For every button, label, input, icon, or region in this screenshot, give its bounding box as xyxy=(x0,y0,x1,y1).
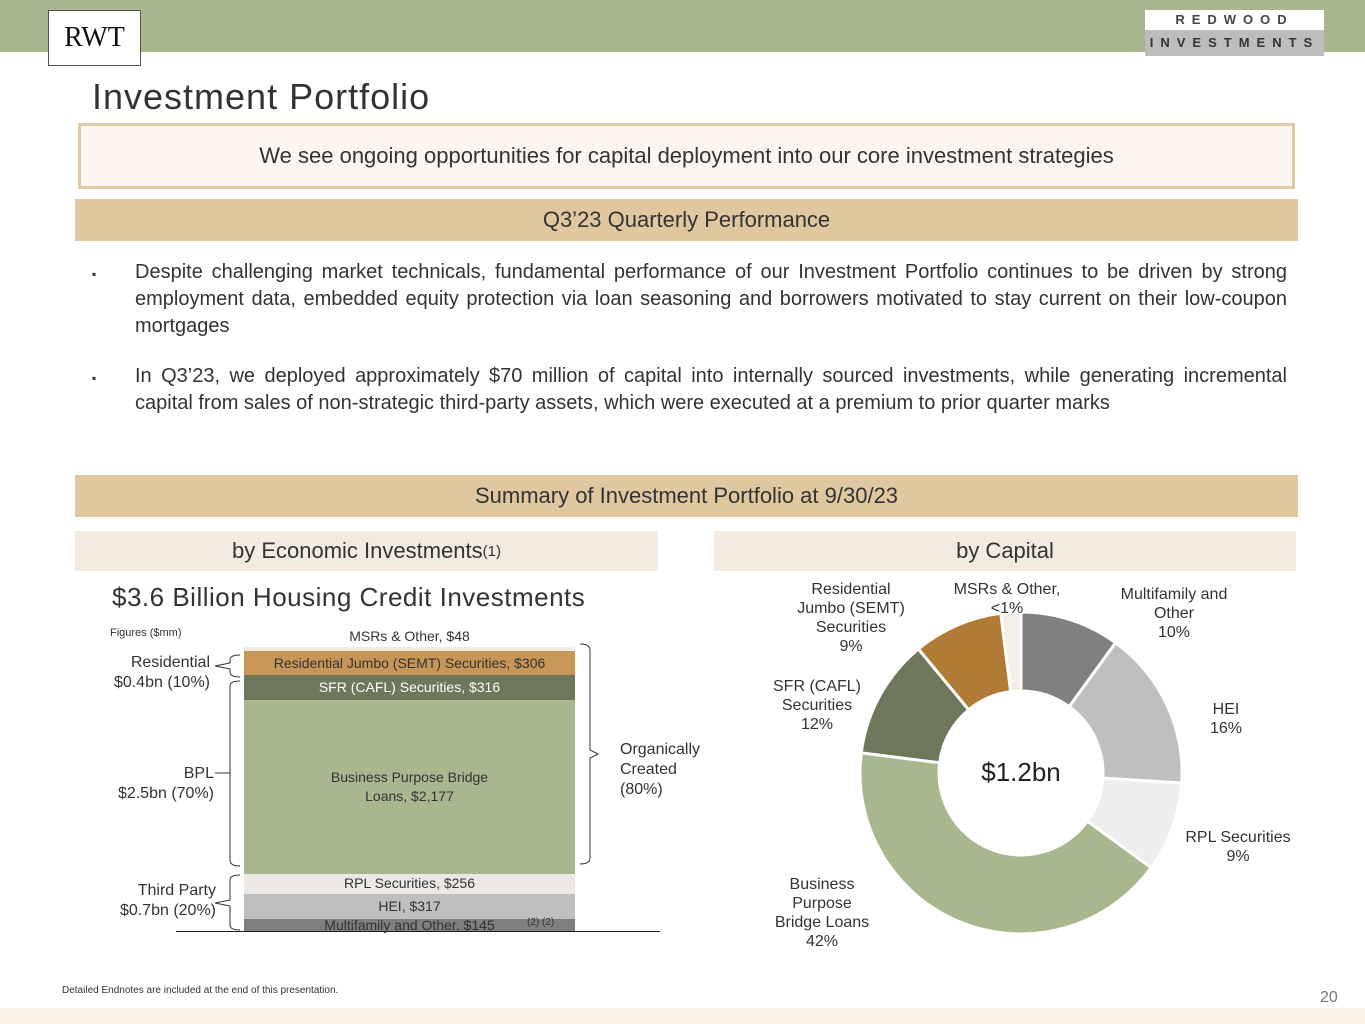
bullet-marker: ▪ xyxy=(92,371,97,385)
right-subheader: by Capital xyxy=(714,531,1296,571)
donut-label: RPL Securities 9% xyxy=(1173,828,1303,866)
left-subheader: by Economic Investments (1) xyxy=(75,531,658,571)
bracket-residential xyxy=(214,654,241,678)
bar-segment-label: Business Purpose Bridge Loans, $2,177 xyxy=(330,769,489,805)
units-note: Figures ($mm) xyxy=(110,627,182,639)
bar-segment-msrs-other: MSRs & Other, $48 xyxy=(244,628,575,651)
slice-name: Residential Jumbo (SEMT) Securities xyxy=(797,581,905,636)
bullet-text: In Q3’23, we deployed approximately $70 … xyxy=(135,365,1287,414)
bar-segment-label: Residential Jumbo (SEMT) Securities, $30… xyxy=(273,654,546,671)
group-value: $0.7bn (20%) xyxy=(119,902,216,919)
slice-pct: 10% xyxy=(1157,624,1191,641)
bullet-2: ▪ In Q3’23, we deployed approximately $7… xyxy=(92,363,1287,417)
donut-label: Business Purpose Bridge Loans 42% xyxy=(767,875,877,951)
footnote-ref: (1) xyxy=(482,542,501,560)
brand-line1: REDWOOD xyxy=(1145,10,1324,30)
bar-segment-label: Multifamily and Other, $145 xyxy=(324,916,495,933)
group-label-residential: Residential $0.4bn (10%) xyxy=(90,653,210,693)
bar-segment-label: HEI, $317 xyxy=(378,898,441,915)
bar-chart-title: $3.6 Billion Housing Credit Investments xyxy=(112,582,586,612)
left-subheader-text: by Economic Investments xyxy=(231,538,483,563)
slice-pct: 9% xyxy=(839,638,863,655)
bracket-bpl xyxy=(215,680,241,867)
callout-box: We see ongoing opportunities for capital… xyxy=(78,123,1295,189)
donut-label: HEI 16% xyxy=(1171,700,1281,738)
slice-name: Business Purpose Bridge Loans xyxy=(774,876,870,931)
donut-slice-hei xyxy=(1067,640,1184,785)
bar-segment-rpl-securities: RPL Securities, $256 xyxy=(244,873,575,895)
bar-segment-sfr-cafl-securities: SFR (CAFL) Securities, $316 xyxy=(244,675,575,701)
redwood-logo: REDWOOD INVESTMENTS xyxy=(1145,10,1324,56)
slice-name: SFR (CAFL) Securities xyxy=(773,678,861,714)
footnote-ref: (2) (2) xyxy=(527,917,555,928)
slice-pct: 12% xyxy=(800,716,834,733)
slice-name: RPL Securities xyxy=(1185,829,1291,846)
donut-center-label: $1.2bn xyxy=(981,757,1061,787)
bar-segment-hei: HEI, $317 xyxy=(244,894,575,920)
page-title: Investment Portfolio xyxy=(92,76,431,117)
slice-pct: <1% xyxy=(990,600,1024,617)
bar-segment-label: MSRs & Other, $48 xyxy=(349,628,470,644)
slice-name: MSRs & Other, xyxy=(953,581,1061,598)
bullet-1: ▪ Despite challenging market technicals,… xyxy=(92,259,1287,340)
donut-label: Multifamily and Other 10% xyxy=(1119,585,1229,642)
donut-slice-msrs-other xyxy=(999,610,1023,694)
slice-name: Multifamily and Other xyxy=(1120,586,1228,622)
donut-label: SFR (CAFL) Securities 12% xyxy=(762,677,872,734)
bar-segment-residential-jumbo-semt-securities: Residential Jumbo (SEMT) Securities, $30… xyxy=(244,650,575,676)
brackets xyxy=(214,643,600,931)
footer-band xyxy=(0,1008,1365,1024)
bullet-text: Despite challenging market technicals, f… xyxy=(135,261,1287,337)
bar-segment-label: SFR (CAFL) Securities, $316 xyxy=(318,679,501,696)
bullet-marker: ▪ xyxy=(92,267,97,281)
bar-segment-label: RPL Securities, $256 xyxy=(344,875,475,892)
group-value: $0.4bn (10%) xyxy=(113,674,210,691)
bracket-organic xyxy=(579,643,600,865)
donut-label: MSRs & Other, <1% xyxy=(947,580,1067,618)
slice-pct: 9% xyxy=(1226,848,1250,865)
slice-name: HEI xyxy=(1212,701,1240,718)
group-name: Residential xyxy=(130,654,210,671)
slice-pct: 42% xyxy=(805,933,839,950)
group-name: BPL xyxy=(183,765,214,782)
bar-segment-business-purpose-bridge-loans: Business Purpose Bridge Loans, $2,177 xyxy=(244,700,575,874)
group-name: Third Party xyxy=(137,882,216,899)
page-number: 20 xyxy=(1320,989,1338,1006)
rwt-logo: RWT xyxy=(48,10,141,66)
section-header-summary: Summary of Investment Portfolio at 9/30/… xyxy=(75,475,1298,517)
donut-label: Residential Jumbo (SEMT) Securities 9% xyxy=(796,580,906,656)
group-value: $2.5bn (70%) xyxy=(117,785,214,802)
baseline xyxy=(176,931,660,932)
bar-segment-multifamily-and-other: Multifamily and Other, $145 xyxy=(244,917,575,933)
section-header-performance: Q3’23 Quarterly Performance xyxy=(75,199,1298,241)
top-banner xyxy=(0,0,1365,52)
endnote: Detailed Endnotes are included at the en… xyxy=(62,985,339,996)
group-label-third-party: Third Party $0.7bn (20%) xyxy=(96,881,216,921)
slice-pct: 16% xyxy=(1209,720,1243,737)
donut-chart xyxy=(858,610,1184,936)
organic-label: Organically Created (80%) xyxy=(620,741,701,798)
bracket-third-party xyxy=(214,874,241,931)
brand-line2: INVESTMENTS xyxy=(1145,30,1324,56)
group-label-bpl: BPL $2.5bn (70%) xyxy=(94,764,214,804)
donut-slice-business-purpose-bridge-loans xyxy=(858,751,1154,936)
